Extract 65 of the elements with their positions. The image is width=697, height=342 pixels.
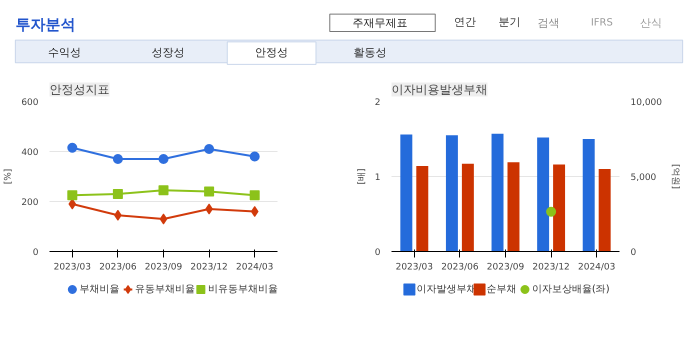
point (250, 206, 259, 217)
legend-label: 부채비율 (79, 284, 120, 295)
y-tick-label: 0 (374, 248, 381, 258)
y-tick-label: 1 (374, 173, 381, 183)
bar (416, 166, 428, 252)
bar (492, 134, 504, 252)
point (68, 198, 76, 210)
legend-label: 비유동부채비율 (208, 284, 278, 295)
y2-axis-title: [억원] (670, 164, 680, 190)
legend-label: 유동부채비율 (135, 284, 196, 295)
text: 성장성 (152, 46, 185, 59)
bar (400, 134, 412, 252)
y2-tick-label: 10,000 (630, 98, 662, 108)
bar (537, 138, 550, 252)
y-tick-label: 600 (21, 98, 39, 108)
x-tick-label: 2023/06 (441, 262, 479, 272)
point (67, 142, 78, 153)
bar (598, 169, 611, 252)
y2-tick-label: 5,000 (630, 173, 657, 183)
text: 활동성 (354, 46, 387, 59)
bar (462, 164, 474, 252)
x-tick-label: 2023/03 (54, 262, 91, 272)
y-tick-label: 200 (21, 198, 39, 208)
point (67, 190, 78, 200)
text: 분기 (498, 15, 520, 28)
chart-title: 이자비용발생부채 (392, 82, 488, 96)
y-tick-label: 0 (32, 248, 39, 258)
point (112, 154, 123, 164)
y-tick-label: 400 (21, 148, 39, 158)
point (250, 190, 260, 200)
point (158, 185, 168, 196)
x-tick-label: 2024/03 (236, 262, 274, 272)
y-axis-title: [%] (3, 168, 14, 184)
x-tick-label: 2023/12 (190, 262, 228, 272)
text: 산식 (640, 16, 662, 30)
y-axis-title: [배] (356, 168, 367, 185)
point (204, 144, 214, 154)
x-tick-label: 2023/09 (144, 262, 182, 272)
point (204, 186, 214, 196)
y-tick-label: 2 (374, 98, 381, 108)
chart-title: 안정성지표 (50, 82, 110, 96)
text: 검색 (538, 16, 560, 30)
text: IFRS (590, 17, 613, 28)
x-tick-label: 2023/03 (396, 262, 433, 272)
x-tick-label: 2024/03 (578, 262, 616, 272)
text: 연간 (454, 15, 476, 28)
bar (446, 135, 458, 252)
text: 주재무제표 (352, 16, 408, 30)
point (205, 204, 213, 214)
legend-label: 순부채 (486, 284, 516, 295)
y2-tick-label: 0 (630, 248, 636, 258)
text: 투자분석 (15, 16, 76, 34)
x-tick-label: 2023/09 (486, 262, 524, 272)
bar (507, 162, 520, 252)
text: 안정성 (255, 46, 288, 59)
point (250, 152, 260, 162)
bar (582, 139, 595, 252)
bar (553, 164, 566, 252)
x-tick-label: 2023/06 (99, 262, 137, 272)
point (158, 154, 168, 164)
x-tick-label: 2023/12 (532, 262, 570, 272)
legend-label: 이자보상배율(좌) (532, 284, 610, 295)
point (112, 189, 123, 199)
point (160, 214, 168, 224)
text: 수익성 (48, 46, 82, 59)
